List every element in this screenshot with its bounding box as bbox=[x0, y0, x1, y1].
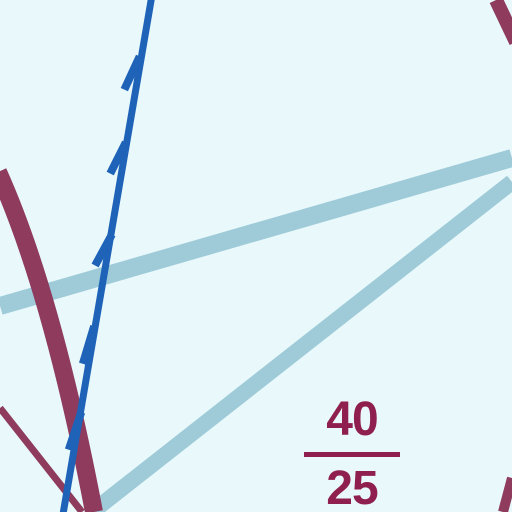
route-label: 40 25 bbox=[296, 392, 408, 512]
route-number-bottom: 25 bbox=[326, 462, 378, 512]
dark-road-top-right bbox=[489, 0, 512, 46]
railway-ticks bbox=[64, 54, 144, 452]
dark-road-curve bbox=[0, 168, 103, 512]
route-number-top: 40 bbox=[326, 393, 378, 446]
light-road-lower bbox=[87, 175, 512, 512]
route-label-divider bbox=[304, 452, 400, 457]
light-road-upper bbox=[0, 149, 512, 315]
dark-road-bottom-right bbox=[498, 476, 512, 512]
